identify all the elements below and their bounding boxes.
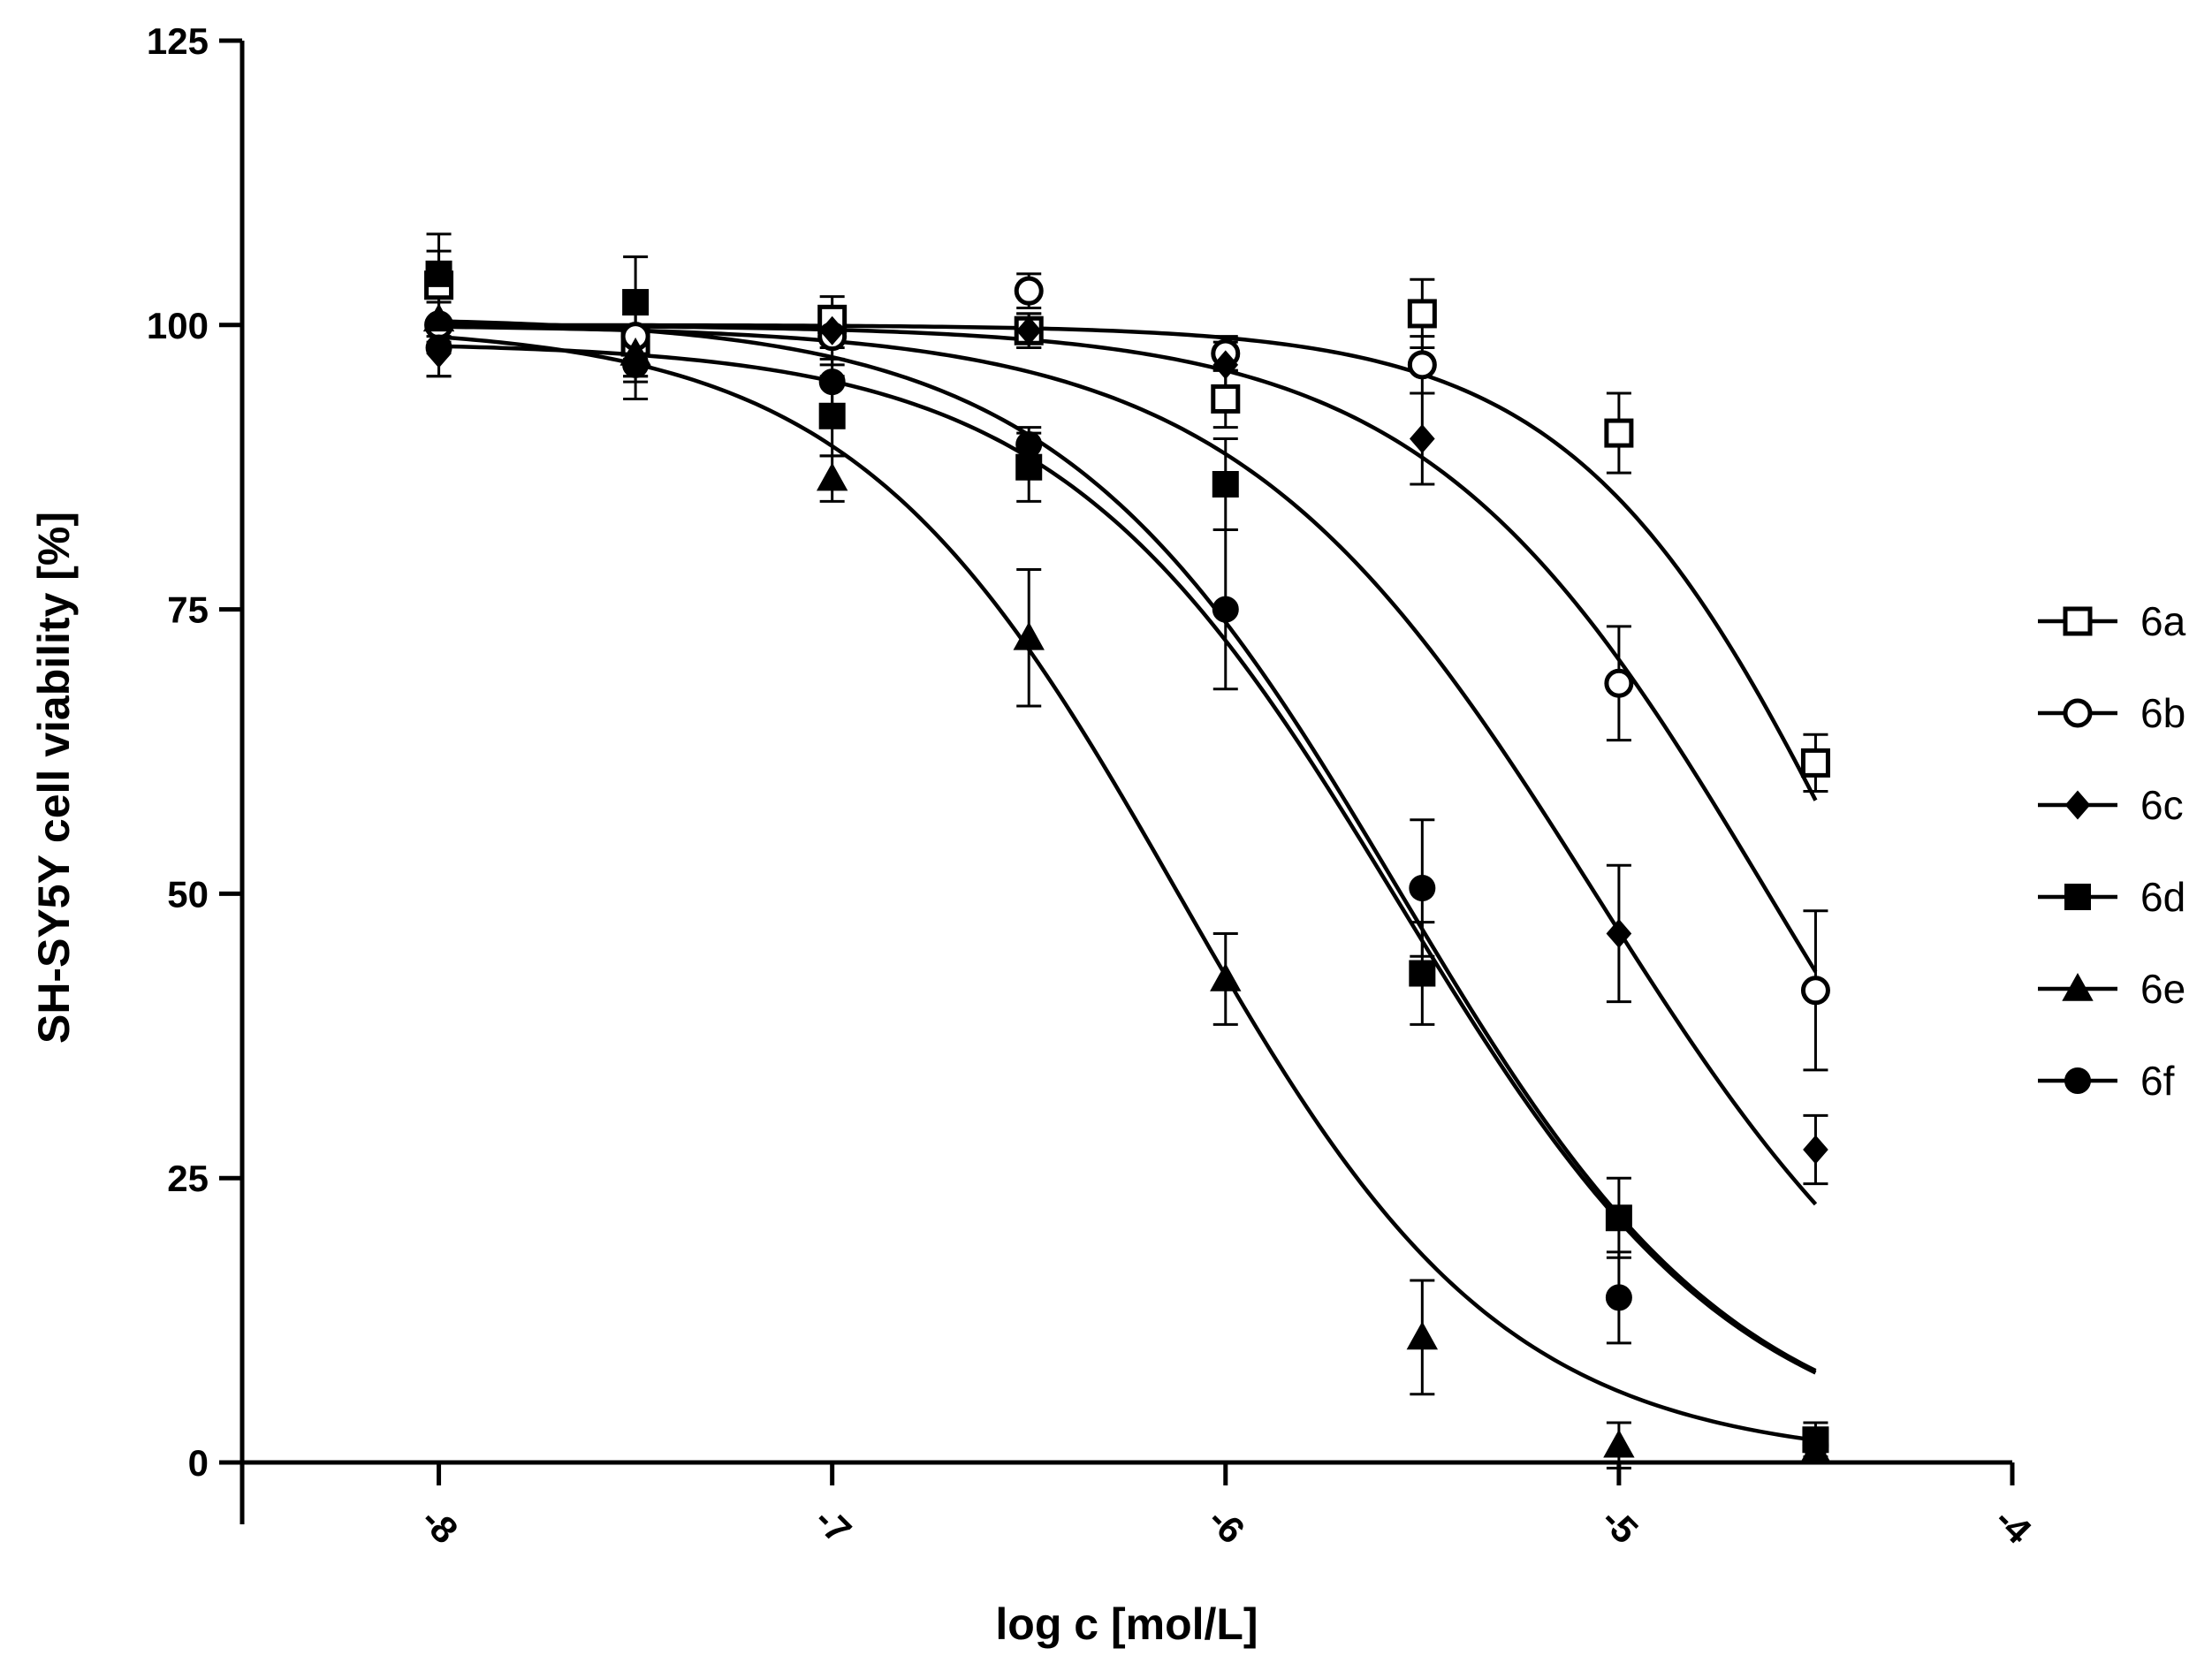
data-point-6a: [1407, 299, 1437, 329]
data-point-6f: [818, 368, 846, 396]
data-point-6d: [425, 260, 452, 287]
data-point-6e: [422, 303, 455, 332]
data-point-6b: [1604, 668, 1634, 698]
x-tick-label: -8: [414, 1499, 467, 1552]
data-point-6e: [1406, 1321, 1439, 1350]
data-point-6c: [1606, 918, 1632, 948]
data-point-6e: [1013, 621, 1045, 650]
fit-curve-6a: [438, 323, 1818, 801]
data-point-6d: [1409, 960, 1436, 987]
legend-label-6e: 6e: [2140, 966, 2185, 1012]
data-point-6d: [818, 402, 846, 429]
data-point-6d: [1015, 453, 1043, 481]
data-point-6c: [1803, 1135, 1828, 1165]
data-point-6c: [1015, 315, 1042, 346]
data-point-6f: [1409, 874, 1436, 901]
y-tick-label: 0: [188, 1442, 209, 1484]
fit-curve-6c: [438, 324, 1818, 1206]
data-point-6e: [1603, 1429, 1635, 1458]
data-point-6f: [1802, 1432, 1829, 1459]
legend-marker-6f: [2064, 1067, 2091, 1094]
y-tick-label: 125: [147, 20, 209, 62]
data-point-6b: [1014, 276, 1044, 306]
legend-item-6c: 6c: [2038, 782, 2184, 828]
fit-curve-6e: [438, 335, 1816, 1443]
fit-curve-6b: [438, 323, 1818, 973]
legend-item-6a: 6a: [2038, 598, 2186, 644]
legend-item-6f: 6f: [2038, 1058, 2175, 1104]
data-point-6d: [1212, 471, 1239, 498]
x-tick-label: -6: [1200, 1499, 1253, 1552]
legend: 6a 6b 6c 6d 6e 6f: [2038, 598, 2186, 1104]
legend-marker-6a: [2063, 606, 2093, 636]
data-point-6f: [1605, 1284, 1632, 1311]
data-point-6d: [1605, 1204, 1632, 1232]
legend-label-6c: 6c: [2140, 782, 2184, 828]
legend-label-6f: 6f: [2140, 1058, 2175, 1104]
data-point-6f: [1212, 596, 1239, 623]
data-point-6f: [1015, 430, 1043, 458]
data-markers: [422, 260, 1832, 1463]
x-tick-label: -7: [807, 1499, 860, 1552]
y-tick-label: 100: [147, 305, 209, 346]
x-axis-title: log c [mol/L]: [995, 1599, 1258, 1649]
data-point-6a: [1604, 418, 1634, 448]
y-tick-label: 75: [167, 589, 209, 631]
data-point-6a: [1800, 748, 1830, 778]
fit-curves: [438, 319, 1818, 1443]
y-tick-label: 25: [167, 1158, 209, 1199]
legend-item-6d: 6d: [2038, 874, 2185, 920]
x-tick-label: -4: [1987, 1499, 2040, 1552]
y-tick-label: 50: [167, 873, 209, 915]
y-axis-title: SH-SY5Y cell viability [%]: [29, 512, 79, 1044]
data-point-6f: [622, 351, 650, 378]
data-point-6c: [819, 315, 845, 346]
legend-item-6b: 6b: [2038, 690, 2185, 736]
x-tick-label: -5: [1593, 1499, 1646, 1552]
legend-label-6d: 6d: [2140, 874, 2185, 920]
legend-label-6b: 6b: [2140, 690, 2185, 736]
data-point-6d: [622, 289, 650, 316]
legend-item-6e: 6e: [2038, 966, 2185, 1012]
fit-curve-6f: [438, 344, 1817, 1375]
legend-marker-6b: [2063, 698, 2093, 728]
fit-curve-6d: [438, 319, 1817, 1373]
data-point-6a: [1211, 384, 1241, 414]
legend-marker-6c: [2064, 790, 2091, 820]
legend-label-6a: 6a: [2140, 598, 2186, 644]
legend-marker-6d: [2064, 884, 2091, 910]
data-point-6b: [1407, 350, 1437, 380]
data-point-6f: [425, 334, 452, 361]
legend-marker-6e: [2062, 972, 2094, 1001]
data-point-6e: [816, 462, 848, 491]
data-point-6e: [1210, 962, 1242, 991]
data-point-6b: [1800, 976, 1830, 1006]
data-point-6c: [1410, 423, 1435, 454]
data-point-6c: [1212, 350, 1239, 380]
